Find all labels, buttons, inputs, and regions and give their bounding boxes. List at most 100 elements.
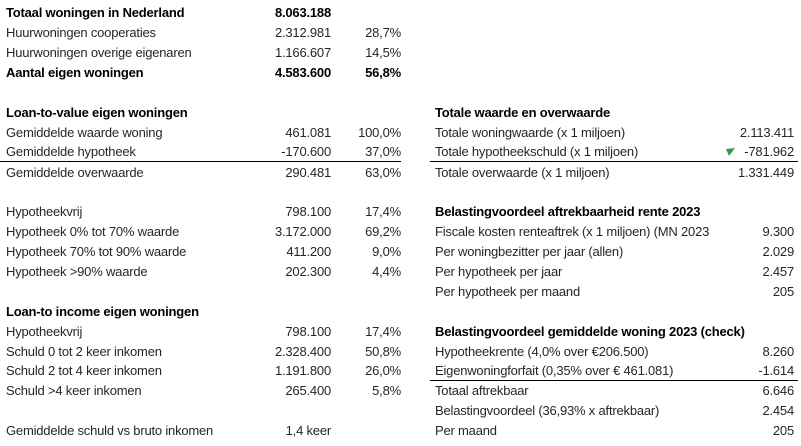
table-row: Gemiddelde hypotheek -170.600 37,0% [0, 142, 401, 163]
table-row: Huurwoningen cooperaties 2.312.981 28,7% [0, 23, 401, 43]
label-cell[interactable]: Gemiddelde schuld vs bruto inkomen [6, 423, 214, 439]
pct-cell[interactable]: 69,2% [365, 224, 401, 240]
formula-marker-icon [726, 147, 736, 156]
pct-cell[interactable]: 4,4% [372, 264, 401, 280]
pct-cell[interactable]: 17,4% [365, 323, 401, 339]
value-cell[interactable]: 205 [703, 284, 798, 299]
label-cell[interactable]: Hypotheekvrij [6, 204, 83, 220]
value-cell[interactable]: 265.400 [237, 383, 337, 398]
label-cell[interactable]: Hypotheekvrij [6, 323, 83, 339]
value-cell[interactable]: 411.200 [237, 244, 337, 259]
value-cell[interactable]: 2.454 [703, 403, 798, 418]
value-cell[interactable]: 2.328.400 [237, 344, 337, 359]
label-cell[interactable]: Totale overwaarde (x 1 miljoen) [435, 164, 610, 180]
value-cell[interactable]: 3.172.000 [237, 224, 337, 239]
table-row: Totale woningwaarde (x 1 miljoen) 2.113.4… [430, 122, 798, 142]
label-cell[interactable]: Fiscale kosten renteaftrek (x 1 miljoen)… [435, 224, 710, 240]
table-row: Schuld 2 tot 4 keer inkomen 1.191.800 26,0… [0, 361, 401, 381]
value-cell[interactable]: 1,4 keer [237, 423, 337, 438]
value-cell[interactable]: 290.481 [237, 165, 337, 180]
label-cell[interactable]: Huurwoningen cooperaties [6, 25, 156, 41]
label-cell[interactable]: Eigenwoningforfait (0,35% over € 461.081… [435, 362, 674, 378]
value-cell[interactable]: 2.312.981 [237, 25, 337, 40]
value-text: 798.100 [285, 323, 331, 339]
pct-cell[interactable]: 14,5% [365, 45, 401, 61]
table-row: Totaal woningen in Nederland 8.063.188 [0, 3, 401, 23]
value-text: 8.063.188 [274, 5, 331, 21]
value-cell[interactable]: 1.331.449 [703, 165, 798, 180]
label-cell[interactable]: Totale woningwaarde (x 1 miljoen) [435, 124, 625, 140]
label-cell[interactable]: Hypotheek 70% tot 90% waarde [6, 244, 187, 260]
label-cell[interactable]: Per hypotheek per jaar [435, 264, 563, 280]
value-cell[interactable]: 1.166.607 [237, 45, 337, 60]
label-cell[interactable]: Per maand [435, 423, 497, 439]
pct-cell[interactable]: 37,0% [365, 144, 401, 160]
value-cell[interactable]: 8.063.188 [237, 5, 337, 20]
table-row: Totale overwaarde (x 1 miljoen) 1.331.449 [430, 162, 798, 182]
label-cell[interactable]: Totaal aftrekbaar [435, 383, 529, 399]
value-cell[interactable]: 202.300 [237, 264, 337, 279]
pct-cell[interactable]: 17,4% [365, 204, 401, 220]
section-header-row: Totale waarde en overwaarde [430, 102, 798, 122]
label-cell[interactable]: Per woningbezitter per jaar (allen) [435, 244, 624, 260]
label-cell[interactable]: Hypotheek >90% waarde [6, 264, 148, 280]
section-header-cell[interactable]: Belastingvoordeel aftrekbaarheid rente 2… [435, 204, 701, 220]
section-header-cell[interactable]: Belastingvoordeel gemiddelde woning 2023… [435, 323, 745, 339]
right-table: Totale waarde en overwaarde Totale woning… [430, 3, 798, 441]
table-row: Per woningbezitter per jaar (allen) 2.029 [430, 242, 798, 262]
label-cell[interactable]: Gemiddelde hypotheek [6, 144, 136, 160]
pct-cell[interactable]: 100,0% [358, 124, 401, 140]
value-cell[interactable]: 4.583.600 [237, 65, 337, 80]
section-header-cell[interactable]: Totale waarde en overwaarde [435, 104, 610, 120]
table-row: Schuld >4 keer inkomen 265.400 5,8% [0, 381, 401, 401]
table-row: Per maand 205 [430, 421, 798, 441]
label-cell[interactable]: Hypotheek 0% tot 70% waarde [6, 224, 180, 240]
value-cell[interactable]: 1.191.800 [237, 363, 337, 378]
value-cell[interactable]: -781.962 [703, 144, 798, 159]
pct-cell[interactable]: 56,8% [365, 65, 401, 81]
value-cell[interactable]: 9.300 [703, 224, 798, 239]
label-cell[interactable]: Aantal eigen woningen [6, 65, 144, 81]
label-cell[interactable]: Per hypotheek per maand [435, 283, 580, 299]
value-text: 1.191.800 [274, 363, 331, 379]
table-row: Fiscale kosten renteaftrek (x 1 miljoen)… [430, 222, 798, 242]
value-cell[interactable]: 2.113.411 [703, 125, 798, 140]
spacer-row [430, 23, 798, 43]
label-cell[interactable]: Schuld 2 tot 4 keer inkomen [6, 363, 162, 379]
value-cell[interactable]: 798.100 [237, 204, 337, 219]
section-header-cell[interactable]: Loan-to income eigen woningen [6, 303, 199, 319]
label-cell[interactable]: Huurwoningen overige eigenaren [6, 45, 192, 61]
value-cell[interactable]: 205 [703, 423, 798, 438]
table-row: Totaal aftrekbaar 6.646 [430, 381, 798, 401]
label-cell[interactable]: Totaal woningen in Nederland [6, 5, 185, 21]
table-row: Hypotheek 0% tot 70% waarde 3.172.000 69,2… [0, 222, 401, 242]
section-header-cell[interactable]: Loan-to-value eigen woningen [6, 104, 188, 120]
label-cell[interactable]: Belastingvoordeel (36,93% x aftrekbaar) [435, 403, 660, 419]
label-cell[interactable]: Hypotheekrente (4,0% over €206.500) [435, 343, 649, 359]
pct-cell[interactable]: 9,0% [372, 244, 401, 260]
spacer-row [430, 63, 798, 83]
pct-cell[interactable]: 28,7% [365, 25, 401, 41]
table-row: Totale hypotheekschuld (x 1 miljoen) -781… [430, 142, 798, 163]
value-cell[interactable]: -170.600 [237, 144, 337, 159]
value-cell[interactable]: -1.614 [703, 363, 798, 378]
spacer-row [430, 43, 798, 63]
pct-cell[interactable]: 50,8% [365, 343, 401, 359]
value-text: 1.331.449 [737, 164, 794, 180]
value-cell[interactable]: 6.646 [703, 383, 798, 398]
label-cell[interactable]: Schuld 0 tot 2 keer inkomen [6, 343, 162, 359]
value-cell[interactable]: 8.260 [703, 344, 798, 359]
value-text: -170.600 [281, 144, 331, 160]
value-cell[interactable]: 2.029 [703, 244, 798, 259]
pct-cell[interactable]: 5,8% [372, 383, 401, 399]
value-cell[interactable]: 798.100 [237, 324, 337, 339]
label-cell[interactable]: Totale hypotheekschuld (x 1 miljoen) [435, 144, 639, 160]
label-cell[interactable]: Schuld >4 keer inkomen [6, 383, 142, 399]
pct-cell[interactable]: 63,0% [365, 164, 401, 180]
label-cell[interactable]: Gemiddelde overwaarde [6, 164, 144, 180]
pct-cell[interactable]: 26,0% [365, 363, 401, 379]
value-cell[interactable]: 461.081 [237, 125, 337, 140]
value-cell[interactable]: 2.457 [703, 264, 798, 279]
left-table: Totaal woningen in Nederland 8.063.188 Huu… [0, 3, 401, 441]
label-cell[interactable]: Gemiddelde waarde woning [6, 124, 163, 140]
